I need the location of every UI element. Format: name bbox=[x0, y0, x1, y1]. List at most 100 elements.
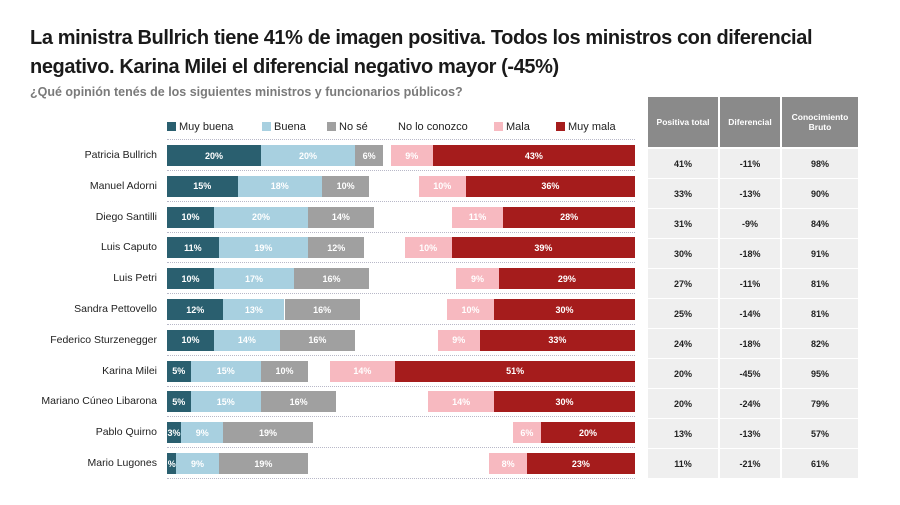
bar-segment-buena: 17% bbox=[214, 268, 294, 290]
row-label: Diego Santilli bbox=[95, 210, 157, 223]
row-divider bbox=[167, 416, 635, 418]
legend-label: No sé bbox=[339, 121, 368, 133]
row-label: Patricia Bullrich bbox=[84, 149, 157, 161]
bar-segment-mala: 6% bbox=[512, 422, 541, 444]
row-label: Sandra Pettovello bbox=[74, 303, 157, 315]
bar-segment-no-sé: 19% bbox=[218, 453, 308, 474]
page-title: La ministra Bullrich tiene 41% de imagen… bbox=[30, 27, 813, 78]
row-divider bbox=[167, 478, 635, 479]
row-divider bbox=[167, 170, 635, 171]
bar-segment-muy-buena: 12% bbox=[167, 299, 224, 320]
table-cell: 57% bbox=[782, 419, 858, 448]
bar-segment-no-sé: 16% bbox=[261, 391, 337, 413]
legend-label: Buena bbox=[274, 121, 306, 133]
legend-label: Mala bbox=[506, 121, 530, 133]
chart-subtitle: ¿Qué opinión tenés de los siguientes min… bbox=[30, 85, 463, 99]
table-cell: -11% bbox=[720, 149, 780, 178]
row-label: Manuel Adorni bbox=[89, 179, 157, 192]
row-divider bbox=[167, 354, 635, 356]
table-cell: 95% bbox=[782, 359, 858, 388]
bar-segment-muy-mala: 30% bbox=[494, 391, 635, 413]
bar-segment-mala: 9% bbox=[456, 268, 499, 290]
legend-swatch bbox=[327, 122, 336, 131]
row-label: Mariano Cúneo Libarona bbox=[41, 395, 157, 408]
bar-segment-buena: 18% bbox=[237, 175, 323, 197]
row-label: Luis Petri bbox=[113, 272, 157, 285]
bar-segment-muy-buena: 10% bbox=[167, 329, 214, 351]
table-cell: 79% bbox=[782, 389, 858, 418]
row-divider bbox=[167, 200, 635, 202]
bar-segment-mala: 11% bbox=[451, 206, 504, 228]
row-divider bbox=[167, 293, 635, 295]
bar-segment-muy-buena: 10% bbox=[167, 206, 214, 228]
bar-segment-mala: 10% bbox=[418, 175, 466, 197]
bar-segment-muy-buena: 5% bbox=[167, 391, 191, 413]
table-header: Positiva total bbox=[648, 97, 718, 147]
legend-item: Muy mala bbox=[556, 121, 616, 133]
bar-segment-no-sé: 16% bbox=[284, 299, 360, 320]
bar-segment-buena: 13% bbox=[223, 299, 285, 320]
header: La ministra Bullrich tiene 41% de imagen… bbox=[30, 24, 890, 100]
table-cell: 13% bbox=[648, 419, 718, 448]
bar-segment-muy-buena: % bbox=[167, 453, 177, 474]
legend-swatch bbox=[167, 122, 176, 131]
bar-segment-muy-mala: 36% bbox=[465, 175, 635, 197]
table-cell: -18% bbox=[720, 329, 780, 358]
table-cell: 82% bbox=[782, 329, 858, 358]
table-cell: -45% bbox=[720, 359, 780, 388]
bar-segment-muy-mala: 20% bbox=[541, 422, 635, 444]
table-cell: -18% bbox=[720, 239, 780, 268]
bar-segment-muy-buena: 5% bbox=[167, 360, 191, 382]
table-cell: 30% bbox=[648, 239, 718, 268]
bar-segment-muy-buena: 15% bbox=[167, 175, 238, 197]
bar-segment-muy-buena: 11% bbox=[167, 237, 219, 259]
bar-segment-no-sé: 16% bbox=[293, 268, 370, 290]
bar-segment-no-sé: 14% bbox=[308, 206, 374, 228]
bar-segment-muy-mala: 29% bbox=[498, 268, 635, 290]
bar-segment-no-sé: 19% bbox=[223, 422, 313, 444]
bar-segment-mala: 14% bbox=[428, 391, 494, 413]
bar-segment-buena: 15% bbox=[190, 360, 261, 382]
bar-segment-buena: 9% bbox=[176, 453, 219, 474]
table-cell: 20% bbox=[648, 359, 718, 388]
bar-segment-muy-mala: 33% bbox=[479, 329, 635, 351]
bar-segment-mala: 10% bbox=[447, 299, 494, 320]
table-cell: 20% bbox=[648, 389, 718, 418]
legend-swatch bbox=[556, 122, 565, 131]
table-cell: 24% bbox=[648, 329, 718, 358]
row-divider bbox=[167, 139, 635, 140]
bar-segment-muy-buena: 3% bbox=[167, 422, 182, 444]
table-cell: 33% bbox=[648, 179, 718, 208]
bar-segment-muy-mala: 28% bbox=[503, 206, 635, 228]
bar-segment-no-sé: 12% bbox=[308, 237, 365, 259]
legend-label: Muy buena bbox=[179, 121, 234, 133]
table-cell: 61% bbox=[782, 449, 858, 478]
bar-segment-no-sé: 10% bbox=[322, 175, 370, 197]
bar-segment-mala: 8% bbox=[489, 453, 527, 474]
row-label: Mario Lugones bbox=[87, 457, 157, 469]
bar-segment-buena: 20% bbox=[261, 145, 355, 166]
legend-label: Muy mala bbox=[568, 121, 616, 133]
table-cell: 90% bbox=[782, 179, 858, 208]
legend-item: No sé bbox=[327, 121, 368, 133]
row-divider bbox=[167, 385, 635, 387]
table-cell: 27% bbox=[648, 269, 718, 298]
row-divider bbox=[167, 447, 635, 449]
bar-segment-muy-mala: 30% bbox=[494, 299, 635, 320]
legend-label: No lo conozco bbox=[398, 121, 468, 133]
table-header: Conocimiento Bruto bbox=[782, 97, 858, 147]
bar-segment-buena: 15% bbox=[190, 391, 261, 413]
bar-segment-muy-mala: 39% bbox=[451, 237, 635, 259]
bar-segment-buena: 14% bbox=[214, 329, 280, 351]
table-cell: 84% bbox=[782, 209, 858, 238]
bar-segment-mala: 10% bbox=[404, 237, 452, 259]
table-cell: 98% bbox=[782, 149, 858, 178]
table-cell: 81% bbox=[782, 269, 858, 298]
row-divider bbox=[167, 231, 635, 233]
legend-item: No lo conozco bbox=[398, 121, 468, 133]
table-header: Diferencial bbox=[720, 97, 780, 147]
bar-segment-no-sé: 6% bbox=[355, 145, 384, 166]
table-cell: -13% bbox=[720, 179, 780, 208]
table-cell: 91% bbox=[782, 239, 858, 268]
bar-segment-mala: 9% bbox=[437, 329, 480, 351]
